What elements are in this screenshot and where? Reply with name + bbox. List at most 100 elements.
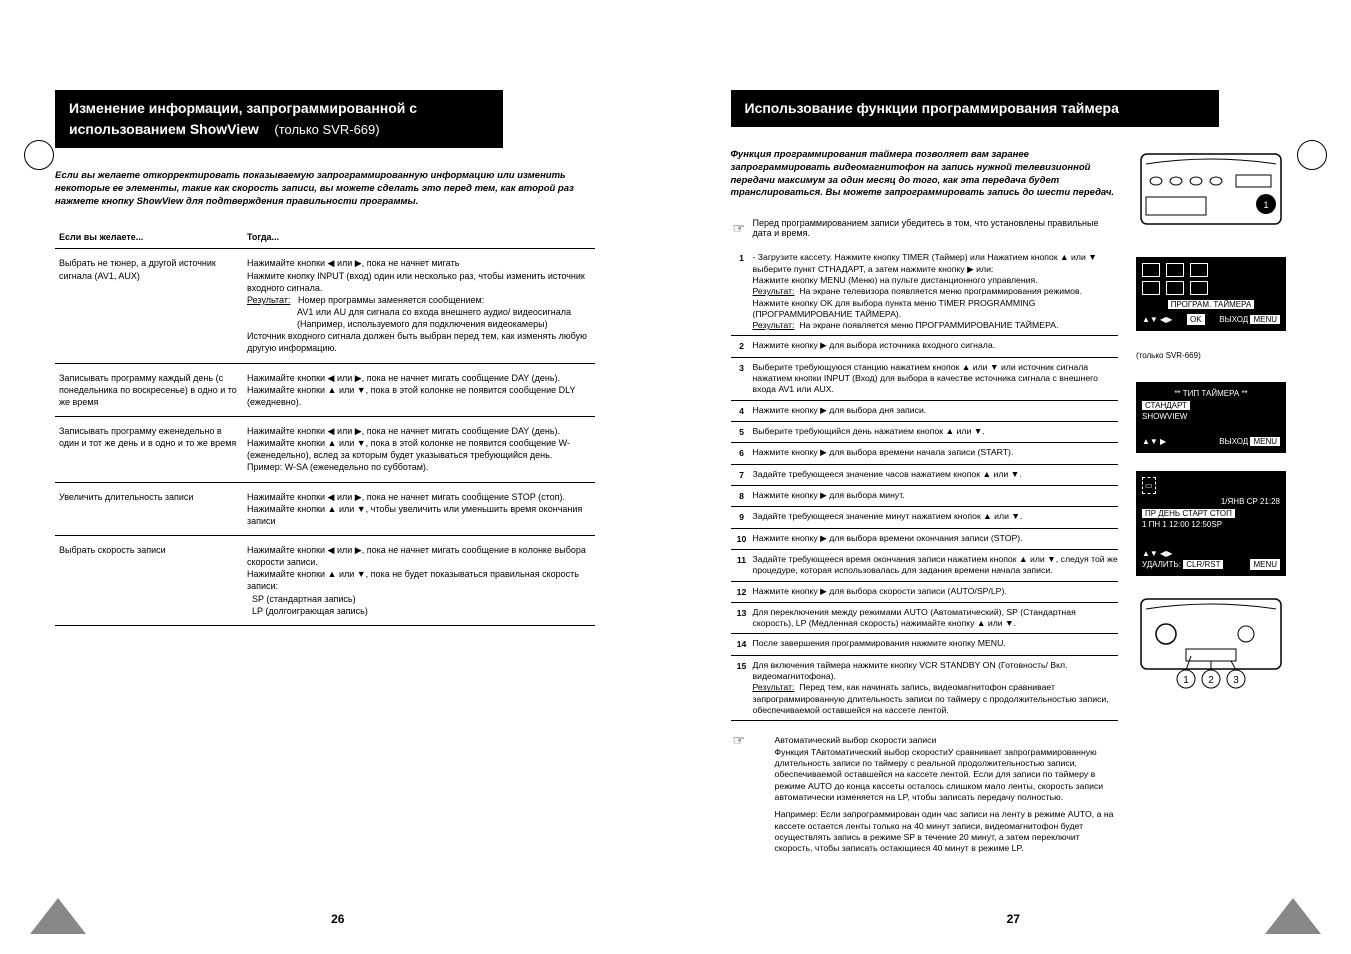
row4-c2a: Нажимайте кнопки ◀ или ▶, пока не начнет… — [247, 492, 565, 502]
result-label: Результат: — [753, 286, 795, 296]
row1-c1: Выбрать не тюнер, а другой источник сигн… — [55, 249, 243, 363]
osd3-data-row: 1 ПН 1 12:00 12:50SP — [1142, 519, 1280, 530]
table-head-then: Тогда... — [243, 226, 595, 249]
osd1-title: ПРОГРАМ. ТАЙМЕРА — [1168, 300, 1255, 309]
step-num: 1 — [731, 252, 753, 331]
row4-c2b: Нажимайте кнопки ▲ или ▼, чтобы увеличит… — [247, 504, 582, 526]
pointer-text: Перед программированием записи убедитесь… — [731, 218, 1119, 238]
step-body: Нажмите кнопку ▶ для выбора минут. — [753, 490, 1119, 502]
step-num: 7 — [731, 469, 753, 481]
row5-c2c: SP (стандартная запись) — [252, 594, 356, 604]
row1-res2: AV1 или AU для сигнала со входа внешнего… — [247, 306, 591, 330]
step-body: Выберите требующийся день нажатием кнопо… — [753, 426, 1119, 438]
auto-title: Автоматический выбор скорости записи — [775, 735, 1119, 746]
osd2-nav: ▲▼ ▶ — [1142, 436, 1166, 447]
cassette-icon: ▭ — [1142, 477, 1156, 494]
row3-c2: Нажимайте кнопки ◀ или ▶, пока не начнет… — [243, 416, 595, 482]
page-left: Изменение информации, запрограммированно… — [0, 0, 676, 954]
osd3-menu: MENU — [1250, 559, 1280, 570]
row1-c2: Нажимайте кнопки ◀ или ▶, пока не начнет… — [243, 249, 595, 363]
step15-res: Перед тем, как начинать запись, видеомаг… — [753, 682, 1109, 715]
row2-c2a: Нажимайте кнопки ◀ или ▶, пока не начнет… — [247, 373, 560, 383]
step1-text: - Загрузите кассету. Нажмите кнопку TIME… — [753, 252, 1097, 285]
page-number-right: 27 — [1007, 912, 1020, 926]
step-body: Задайте требующееся значение минут нажат… — [753, 511, 1119, 523]
osd1-menu: MENU — [1250, 315, 1280, 324]
step-body: Для переключения между режимами AUTO (Ав… — [753, 607, 1119, 630]
osd3-header-row: ПР ДЕНЬ СТАРТ СТОП — [1142, 509, 1235, 518]
right-title: Использование функции программирования т… — [745, 100, 1119, 116]
nav-triangle-left-icon — [30, 898, 86, 934]
step-body: Задайте требующееся время окончания запи… — [753, 554, 1119, 577]
menu-icon — [1166, 281, 1184, 295]
step-num: 5 — [731, 426, 753, 438]
row2-c2b: Нажимайте кнопки ▲ или ▼, пока в этой ко… — [247, 385, 575, 407]
osd3-nav: ▲▼ ◀▶ — [1142, 549, 1172, 558]
row3-c2b: Нажимайте кнопки ▲ или ▼, пока в этой ко… — [247, 438, 570, 460]
left-title-line2b: (только SVR-669) — [274, 122, 379, 137]
table-head-if: Если вы желаете... — [55, 226, 243, 249]
result-label: Результат: — [247, 295, 290, 305]
osd2-title: ** ТИП ТАЙМЕРА ** — [1142, 388, 1280, 399]
osd2-showview: SHOWVIEW — [1142, 411, 1280, 422]
right-main-column: Функция программирования таймера позволя… — [731, 149, 1119, 854]
table-row: Записывать программу каждый день (с поне… — [55, 363, 595, 416]
step-body: Нажмите кнопку ▶ для выбора времени нача… — [753, 447, 1119, 459]
nav-triangle-right-icon — [1265, 898, 1321, 934]
step-num: 14 — [731, 638, 753, 650]
step1-res2: На экране появляется меню ПРОГРАММИРОВАН… — [799, 320, 1058, 330]
row5-c2a: Нажимайте кнопки ◀ или ▶, пока не начнет… — [247, 545, 586, 567]
vcr-front-panel-icon: 1 — [1136, 149, 1286, 239]
left-title-line1: Изменение информации, запрограммированно… — [69, 98, 489, 119]
right-intro: Функция программирования таймера позволя… — [731, 149, 1119, 200]
table-row: Выбрать скорость записи Нажимайте кнопки… — [55, 535, 595, 625]
modify-table: Если вы желаете... Тогда... Выбрать не т… — [55, 226, 595, 625]
step-body: Для включения таймера нажмите кнопку VCR… — [753, 660, 1119, 717]
osd3-clr: CLR/RST — [1183, 560, 1223, 569]
step-num: 9 — [731, 511, 753, 523]
step-body: Задайте требующееся значение часов нажат… — [753, 469, 1119, 481]
svg-text:1: 1 — [1263, 200, 1268, 210]
step1-res: На экране телевизора появляется меню про… — [799, 286, 1082, 296]
step-num: 15 — [731, 660, 753, 717]
osd-screen-timer-menu: ПРОГРАМ. ТАЙМЕРА ▲▼ ◀▶ OK ВЫХОД MENU — [1136, 257, 1286, 331]
example-body: Если запрограммирован один час записи на… — [775, 809, 1114, 853]
osd2-standard: СТАНДАРТ — [1142, 401, 1190, 410]
menu-icon — [1166, 263, 1184, 277]
row3-c1: Записывать программу еженедельно в один … — [55, 416, 243, 482]
row3-c2a: Нажимайте кнопки ◀ или ▶, пока не начнет… — [247, 426, 560, 436]
step-num: 12 — [731, 586, 753, 598]
step-body: Нажмите кнопку ▶ для выбора источника вх… — [753, 340, 1119, 352]
only-669-caption: (только SVR-669) — [1136, 351, 1201, 360]
table-row: Выбрать не тюнер, а другой источник сигн… — [55, 249, 595, 363]
step-num: 13 — [731, 607, 753, 630]
row5-c1: Выбрать скорость записи — [55, 535, 243, 625]
step-num: 10 — [731, 533, 753, 545]
menu-icon — [1142, 263, 1160, 277]
osd2-exit: ВЫХОД — [1219, 437, 1248, 446]
osd-screen-timer-program: ▭ 1/ЯНВ СР 21:28 ПР ДЕНЬ СТАРТ СТОП 1 ПН… — [1136, 471, 1286, 576]
step-num: 4 — [731, 405, 753, 417]
row4-c1: Увеличить длительность записи — [55, 482, 243, 535]
row1-res: Номер программы заменяется сообщением: — [298, 295, 484, 305]
osd1-ok: OK — [1187, 314, 1205, 325]
table-row: Увеличить длительность записи Нажимайте … — [55, 482, 595, 535]
svg-text:3: 3 — [1233, 675, 1239, 686]
step-num: 2 — [731, 340, 753, 352]
right-title-bar: Использование функции программирования т… — [731, 90, 1219, 127]
result-label: Результат: — [753, 320, 795, 330]
table-row: Записывать программу еженедельно в один … — [55, 416, 595, 482]
step-num: 6 — [731, 447, 753, 459]
left-title-bar: Изменение информации, запрограммированно… — [55, 90, 503, 148]
step-num: 8 — [731, 490, 753, 502]
step-num: 11 — [731, 554, 753, 577]
row2-c1: Записывать программу каждый день (с поне… — [55, 363, 243, 416]
result-label: Результат: — [753, 682, 795, 692]
row1-c2b: Нажмите кнопку INPUT (вход) один или нес… — [247, 271, 585, 293]
left-intro: Если вы желаете откорректировать показыв… — [55, 170, 585, 208]
row5-c2b: Нажимайте кнопки ▲ или ▼, пока не будет … — [247, 569, 579, 591]
osd2-menu: MENU — [1250, 437, 1280, 446]
menu-icon — [1190, 263, 1208, 277]
example-label: Например: — [775, 809, 819, 819]
osd3-date: 1/ЯНВ СР 21:28 — [1221, 496, 1280, 507]
